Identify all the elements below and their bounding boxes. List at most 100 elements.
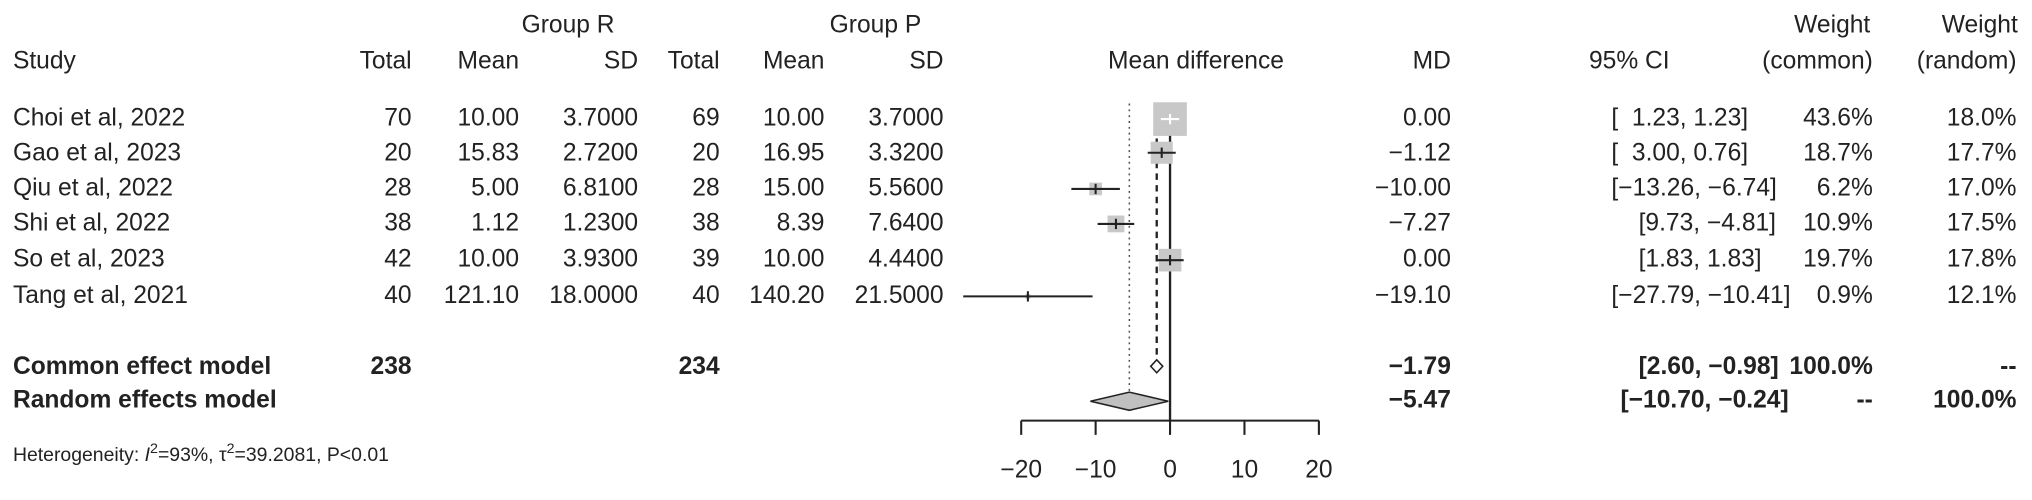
cell-w-random_text: 18.0% [1946, 104, 2017, 133]
cell-p-mean: 10.00 [762, 104, 825, 133]
header-study: Study [12, 47, 76, 76]
common-r-total: 238 [370, 353, 412, 381]
cell-p-sd: 21.5000 [854, 282, 944, 310]
cell-r-sd: 3.7000 [562, 104, 639, 133]
cell-r-mean: 1.12 [471, 209, 520, 237]
cell-p-mean: 15.00 [762, 174, 825, 202]
x-axis-tick-label: 20 [1305, 457, 1332, 484]
random-model-label: Random effects model [12, 386, 277, 415]
header-p-mean: Mean [762, 47, 825, 76]
cell-r-mean: 15.83 [457, 139, 520, 167]
header-weight-random: (random) [1916, 47, 2017, 76]
cell-r-total: 20 [384, 139, 412, 167]
cell-w-random_text: 17.8% [1946, 245, 2017, 274]
cell-ci: [ 1.23, 1.23] [1611, 104, 1749, 133]
study-name: Choi et al, 2022 [12, 104, 186, 133]
cell-p-total: 40 [692, 282, 720, 310]
cell-p-total: 39 [692, 245, 720, 274]
cell-p-total: 28 [692, 174, 720, 202]
cell-ci: [1.83, 1.83] [1638, 245, 1762, 274]
cell-r-sd: 1.2300 [562, 209, 639, 237]
cell-w-common_text: 10.9% [1803, 209, 1873, 237]
cell-p-sd: 3.7000 [868, 104, 944, 133]
header-r-total: Total [359, 47, 412, 76]
common-model-label: Common effect model [12, 353, 272, 381]
header-weight-common-1: Weight [1794, 11, 1871, 39]
cell-r-sd: 3.9300 [562, 245, 639, 274]
cell-r-mean: 5.00 [471, 174, 520, 202]
cell-r-sd: 18.0000 [549, 282, 639, 310]
header-r-sd: SD [603, 47, 639, 76]
cell-md-text: −7.27 [1388, 209, 1451, 237]
header-weight-common: (common) [1762, 47, 1873, 76]
cell-w-random_text: 17.0% [1946, 174, 2017, 202]
study-name: Tang et al, 2021 [12, 282, 188, 310]
cell-w-random_text: 17.5% [1946, 209, 2017, 237]
cell-p-total: 38 [692, 209, 720, 237]
x-axis-tick-label: 0 [1163, 457, 1177, 484]
cell-r-total: 38 [384, 209, 412, 237]
cell-r-mean: 10.00 [457, 245, 520, 274]
cell-ci: [ 3.00, 0.76] [1611, 139, 1749, 167]
cell-w-common_text: 43.6% [1803, 104, 1873, 133]
study-name: Qiu et al, 2022 [12, 174, 173, 202]
cell-w-common_text: 6.2% [1816, 174, 1873, 202]
x-axis-tick-label: −20 [1000, 457, 1042, 484]
x-axis-tick-label: −10 [1075, 457, 1117, 484]
study-name: Gao et al, 2023 [12, 139, 182, 167]
study-name: So et al, 2023 [12, 245, 165, 274]
x-axis-tick-label: 10 [1231, 457, 1258, 484]
cell-p-total: 20 [692, 139, 720, 167]
common-p-total: 234 [678, 353, 720, 381]
random-effect-diamond [1090, 391, 1169, 412]
cell-p-sd: 4.4400 [868, 245, 944, 274]
study-name: Shi et al, 2022 [12, 209, 171, 237]
header-group-r: Group R [521, 11, 615, 39]
cell-w-random_text: 17.7% [1946, 139, 2017, 167]
cell-r-mean: 121.10 [443, 282, 520, 310]
cell-p-mean: 140.20 [749, 282, 825, 310]
cell-r-total: 70 [384, 104, 412, 133]
header-r-mean: Mean [457, 47, 520, 76]
random-ci: [−10.70, −0.24] [1620, 386, 1789, 415]
cell-md-text: −19.10 [1374, 282, 1451, 310]
cell-w-common_text: 0.9% [1816, 282, 1873, 310]
header-p-sd: SD [909, 47, 944, 76]
cell-p-mean: 8.39 [776, 209, 825, 237]
header-p-total: Total [667, 47, 720, 76]
cell-w-common_text: 19.7% [1803, 245, 1873, 274]
cell-w-random_text: 12.1% [1946, 282, 2017, 310]
cell-ci: [9.73, −4.81] [1638, 209, 1777, 237]
cell-p-sd: 7.6400 [868, 209, 944, 237]
header-ci: 95% CI [1588, 47, 1670, 76]
cell-p-mean: 10.00 [762, 245, 825, 274]
common-md-text: −1.79 [1388, 353, 1451, 381]
random-md-text: −5.47 [1388, 386, 1451, 415]
cell-p-total: 69 [692, 104, 720, 133]
cell-md-text: 0.00 [1403, 104, 1451, 133]
cell-md-text: −1.12 [1388, 139, 1451, 167]
random-w-common_text: -- [1856, 386, 1873, 415]
cell-p-sd: 5.5600 [868, 174, 944, 202]
cell-r-mean: 10.00 [457, 104, 520, 133]
common-ci: [2.60, −0.98] [1638, 353, 1779, 381]
cell-p-sd: 3.3200 [868, 139, 944, 167]
cell-r-total: 28 [384, 174, 412, 202]
cell-p-mean: 16.95 [762, 139, 825, 167]
header-md: MD [1412, 47, 1451, 76]
header-group-p: Group P [829, 11, 922, 39]
cell-ci: [−13.26, −6.74] [1611, 174, 1777, 202]
cell-md-text: 0.00 [1403, 245, 1451, 274]
cell-w-common_text: 18.7% [1803, 139, 1873, 167]
cell-r-sd: 2.7200 [562, 139, 639, 167]
cell-ci: [−27.79, −10.41] [1611, 282, 1791, 310]
cell-r-total: 42 [384, 245, 412, 274]
header-weight-random-1: Weight [1941, 11, 2018, 39]
header-mean-difference: Mean difference [1108, 47, 1284, 76]
cell-md-text: −10.00 [1374, 174, 1451, 202]
heterogeneity-text: Heterogeneity: I2=93%, τ2=39.2081, P<0.0… [12, 441, 389, 466]
common-w-common_text: 100.0% [1789, 353, 1873, 381]
common-w-random_text: -- [2000, 353, 2017, 381]
